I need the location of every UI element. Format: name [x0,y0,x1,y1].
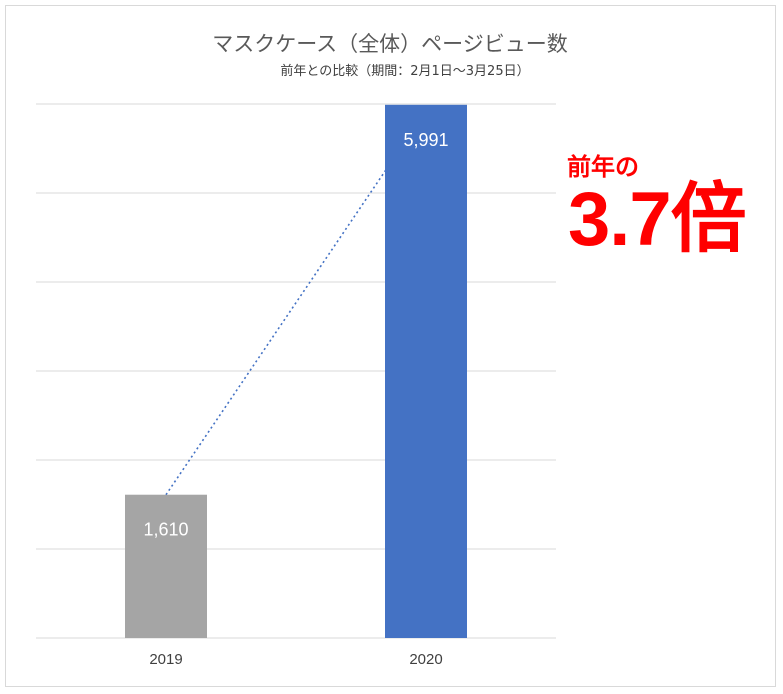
data-label-2020: 5,991 [403,130,448,150]
x-tick-label-2019: 2019 [149,651,182,668]
growth-connector-line [165,166,389,496]
x-tick-label-2020: 2020 [409,651,442,668]
callout-multiplier: 3.7倍 [568,177,747,262]
chart-title: マスクケース（全体）ページビュー数 [212,32,568,56]
labels: 1,610 2019 5,991 2020 [143,130,448,668]
chart-subtitle: 前年との比較（期間：2月1日～3月25日） [280,64,530,79]
bar-2019 [125,494,207,638]
bar-2020 [385,104,467,638]
connector-layer [165,166,389,496]
data-label-2019: 1,610 [143,520,188,540]
bars [125,104,467,638]
callout-prefix: 前年の [567,153,639,181]
gridlines [36,103,556,639]
